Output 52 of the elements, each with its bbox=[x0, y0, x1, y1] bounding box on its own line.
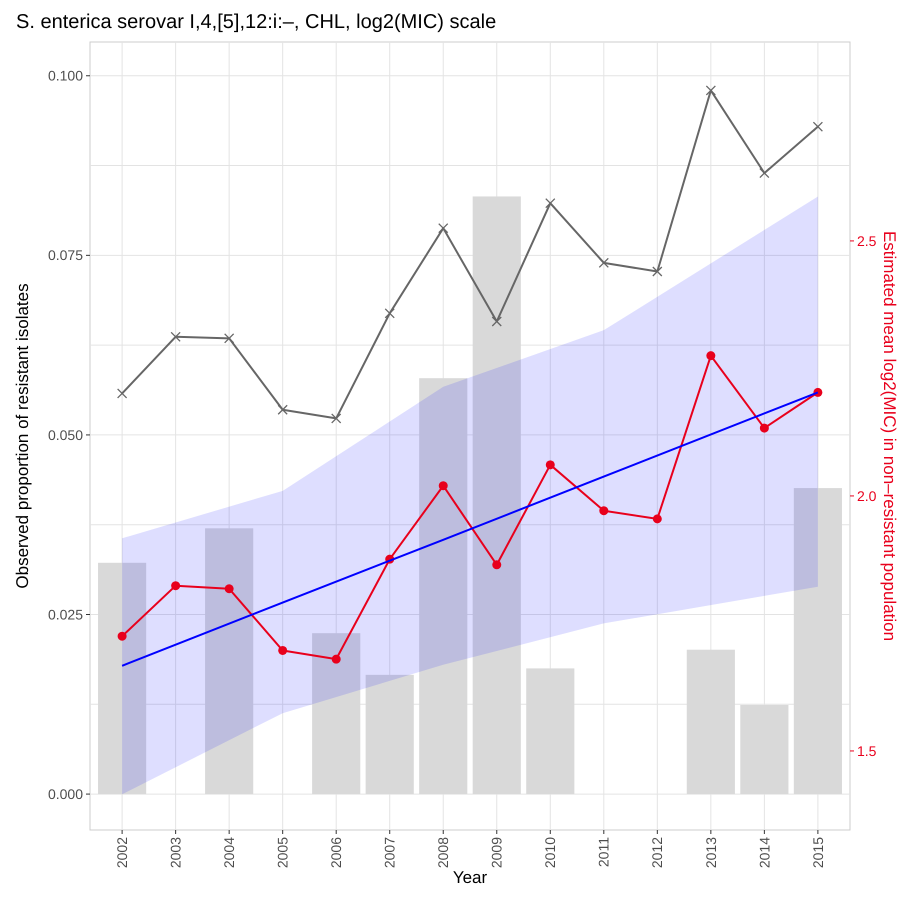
point bbox=[118, 632, 127, 641]
chart-title: S. enterica serovar I,4,[5],12:i:–, CHL, log2(MIC) scale bbox=[16, 11, 496, 33]
point bbox=[760, 424, 769, 433]
y2-tick-label: 2.5 bbox=[857, 232, 877, 249]
point bbox=[706, 85, 716, 96]
x-tick-label: 2009 bbox=[488, 836, 505, 868]
point bbox=[331, 413, 342, 424]
y-axis-title: Observed proportion of resistant isolates bbox=[12, 283, 32, 589]
x-tick-label: 2003 bbox=[168, 836, 184, 868]
point bbox=[438, 481, 448, 490]
x-tick-label: 2011 bbox=[596, 836, 612, 868]
point bbox=[598, 258, 609, 268]
point bbox=[545, 198, 556, 208]
point bbox=[438, 223, 448, 234]
point bbox=[332, 654, 341, 664]
point bbox=[384, 308, 395, 318]
x-tick-label: 2013 bbox=[702, 836, 719, 868]
point bbox=[278, 404, 288, 415]
point bbox=[492, 316, 502, 327]
x-tick-label: 2005 bbox=[274, 836, 291, 868]
x-tick-label: 2015 bbox=[810, 836, 826, 868]
point bbox=[706, 351, 716, 360]
point bbox=[812, 122, 824, 132]
point bbox=[599, 506, 608, 516]
y2-axis-title: Estimated mean log2(MIC) in non–resistant population bbox=[880, 230, 900, 642]
point bbox=[652, 266, 662, 277]
x-tick-label: 2008 bbox=[435, 836, 452, 868]
y2-tick-label: 2.0 bbox=[857, 488, 877, 504]
point bbox=[116, 388, 128, 399]
y-tick-label: 0.075 bbox=[48, 247, 84, 264]
y-tick-label: 0.025 bbox=[48, 606, 84, 622]
x-tick-label: 2010 bbox=[542, 836, 558, 868]
x-tick-label: 2002 bbox=[114, 836, 130, 868]
x-axis-title: Year bbox=[452, 868, 488, 887]
x-tick-label: 2014 bbox=[756, 836, 772, 868]
y-tick-label: 0.050 bbox=[48, 426, 84, 443]
x-tick-label: 2012 bbox=[649, 836, 666, 868]
point bbox=[224, 584, 234, 594]
y2-tick-label: 1.5 bbox=[857, 742, 877, 759]
x-tick-label: 2006 bbox=[328, 836, 344, 868]
point bbox=[171, 581, 180, 590]
y-tick-label: 0.000 bbox=[48, 786, 84, 802]
y-tick-label: 0.100 bbox=[48, 68, 84, 84]
point bbox=[492, 560, 502, 570]
point bbox=[224, 333, 234, 344]
x-tick-label: 2004 bbox=[221, 836, 238, 868]
point bbox=[170, 332, 181, 342]
point bbox=[652, 514, 662, 524]
point bbox=[278, 646, 288, 655]
point bbox=[759, 168, 770, 178]
point bbox=[546, 460, 555, 470]
x-tick-label: 2007 bbox=[382, 836, 398, 868]
